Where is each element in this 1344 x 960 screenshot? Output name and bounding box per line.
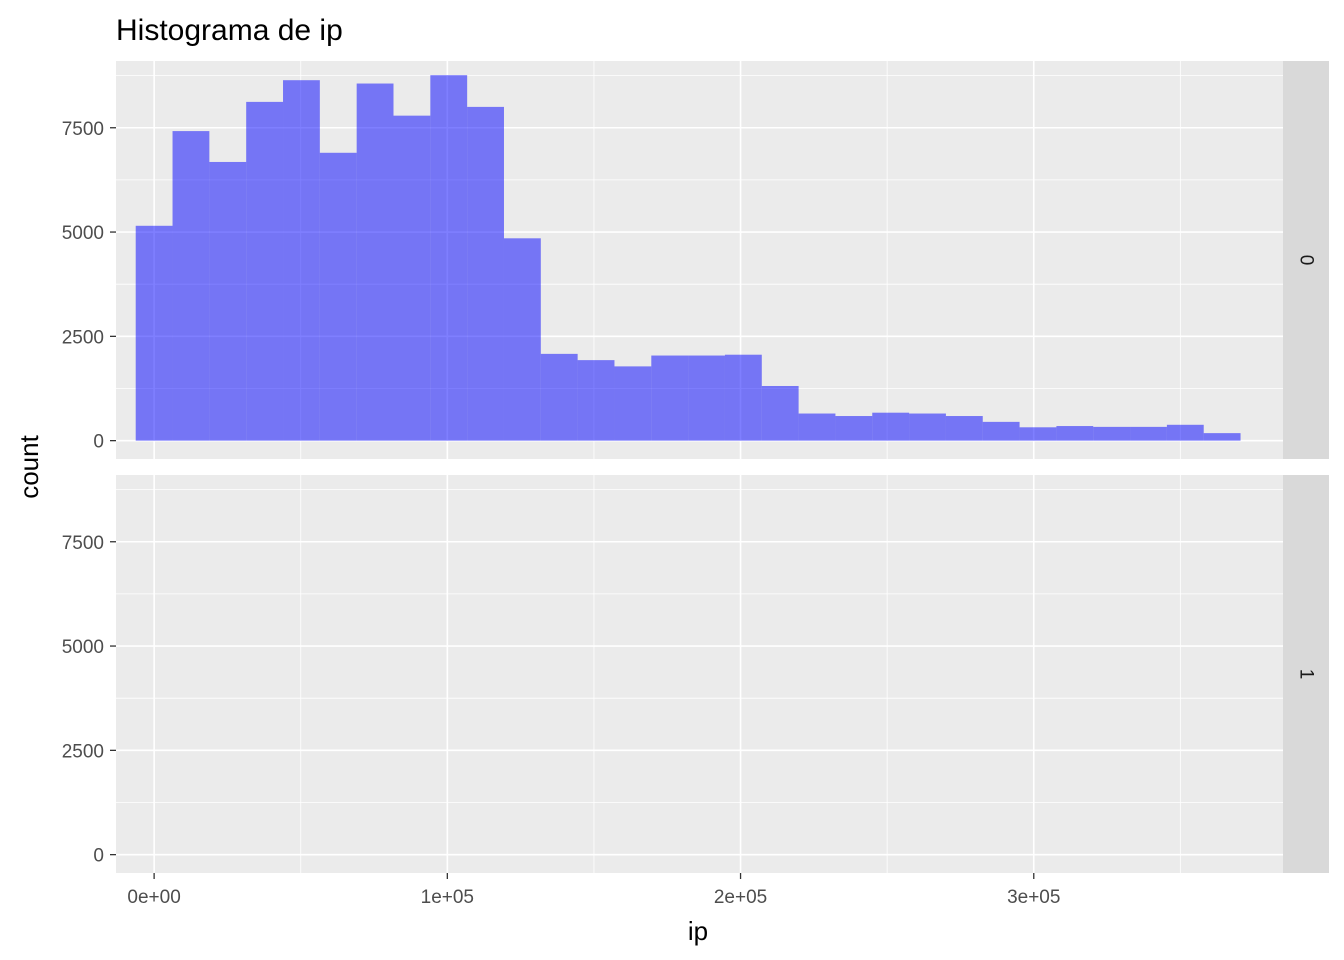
chart-title: Histograma de ip xyxy=(116,14,343,47)
histogram-bar xyxy=(1056,426,1094,441)
x-tick-label: 3e+05 xyxy=(1007,887,1060,908)
histogram-bar xyxy=(651,355,689,441)
histogram-bar xyxy=(356,83,394,441)
histogram-bar xyxy=(503,238,541,441)
panel-background xyxy=(116,475,1283,873)
y-tick-label: 5000 xyxy=(62,223,104,244)
facet-strip xyxy=(1283,61,1329,459)
facet-strip-label: 0 xyxy=(1296,255,1317,266)
y-tick-label: 7500 xyxy=(62,119,104,140)
x-tick-label: 1e+05 xyxy=(421,887,474,908)
histogram-bar xyxy=(761,385,799,441)
facet-panel-1: 0 2500 5000 7500 1 xyxy=(62,475,1329,873)
x-axis-title: ip xyxy=(688,916,708,946)
histogram-bar xyxy=(430,75,468,441)
facet-panels: 0 2500 5000 7500 0 0 2500 5000 7500 1 xyxy=(62,61,1329,873)
facet-strip-label: 1 xyxy=(1296,669,1317,680)
histogram-bar xyxy=(798,413,836,441)
histogram-bar xyxy=(945,416,983,441)
histogram-bar xyxy=(172,131,210,441)
y-tick-label: 5000 xyxy=(62,637,104,658)
histogram-bar xyxy=(319,152,357,441)
y-tick-label: 7500 xyxy=(62,533,104,554)
histogram-bar xyxy=(209,161,247,441)
histogram-bar xyxy=(909,413,946,441)
facet-strip xyxy=(1283,475,1329,873)
histogram-bar xyxy=(982,421,1020,441)
x-tick-label: 2e+05 xyxy=(714,887,767,908)
histogram-bar xyxy=(467,106,504,441)
histogram-bar xyxy=(393,115,431,441)
y-tick-label: 0 xyxy=(93,846,104,867)
histogram-bar xyxy=(1166,424,1204,441)
y-tick-label: 0 xyxy=(93,432,104,453)
histogram-bar xyxy=(135,225,173,441)
facet-panel-0: 0 2500 5000 7500 0 xyxy=(62,61,1329,459)
y-axis-title: count xyxy=(14,434,44,498)
histogram-bar xyxy=(614,366,652,441)
histogram-bar xyxy=(283,80,320,441)
histogram-bar xyxy=(1019,427,1057,441)
histogram-bar xyxy=(724,354,762,441)
y-tick-label: 2500 xyxy=(62,741,104,762)
y-tick-label: 2500 xyxy=(62,327,104,348)
histogram-bar xyxy=(1130,426,1167,441)
histogram-bar xyxy=(835,416,873,441)
histogram-bar xyxy=(688,355,725,441)
x-tick-label: 0e+00 xyxy=(127,887,180,908)
histogram-bar xyxy=(1093,426,1131,441)
histogram-bar xyxy=(540,353,578,441)
x-axis: 0e+00 1e+05 2e+05 3e+05 xyxy=(127,873,1060,908)
histogram-bar xyxy=(872,412,910,441)
histogram-bar xyxy=(246,101,284,441)
histogram-bar xyxy=(577,360,615,441)
histogram-bar xyxy=(1203,433,1241,441)
